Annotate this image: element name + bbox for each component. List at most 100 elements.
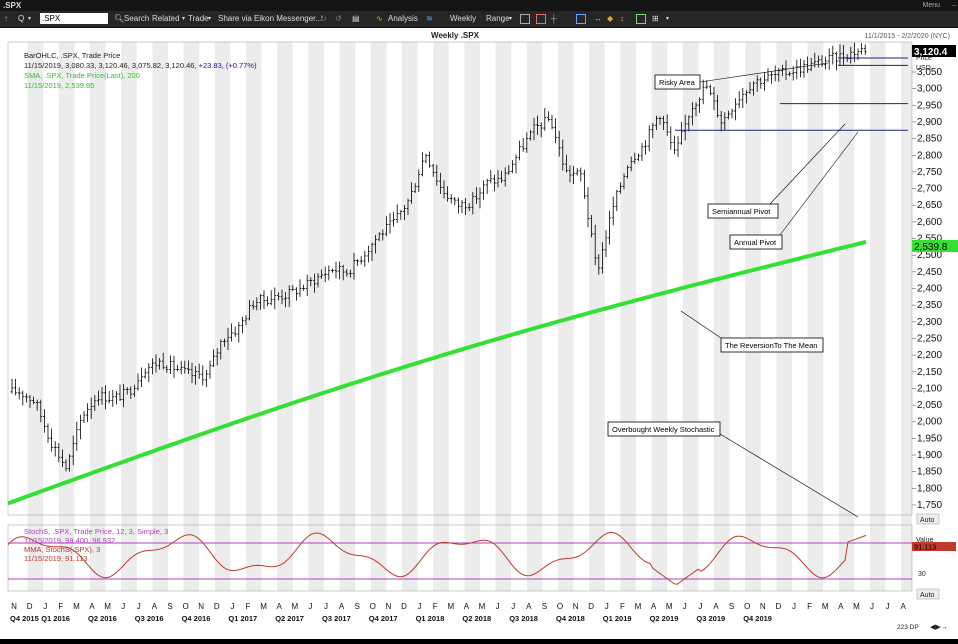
sma-badge-value: 2,539.8: [914, 242, 948, 253]
fit-icon[interactable]: [636, 14, 646, 24]
chevron-down-icon[interactable]: ▾: [208, 16, 212, 22]
share-button[interactable]: Share via Eikon Messenger...: [218, 14, 323, 23]
refresh-icon[interactable]: ↻: [320, 14, 327, 23]
scroll-controls[interactable]: ◀▶→: [930, 624, 948, 631]
overbought-pointer: [719, 433, 859, 518]
month-label: M: [666, 602, 673, 611]
zoom-icon[interactable]: ⊞: [652, 14, 659, 23]
stoch-mma-line: [7, 531, 867, 585]
month-label: A: [838, 602, 844, 611]
semiannual-pivot-label: Semiannual Pivot: [712, 207, 771, 216]
vertical-expand-icon[interactable]: ↕: [620, 14, 624, 23]
currency-label: USD: [916, 65, 931, 72]
mma-legend-values: 11/15/2019, 91.113: [24, 554, 88, 563]
month-label: M: [73, 602, 80, 611]
ticker-input[interactable]: .SPX: [40, 13, 108, 24]
crosshair-icon[interactable]: ┼: [551, 14, 557, 23]
analysis-icon[interactable]: ∿: [376, 14, 383, 23]
month-band: [589, 42, 605, 591]
search-button[interactable]: Search: [124, 14, 150, 23]
stoch-auto-label[interactable]: Auto: [920, 592, 935, 599]
price-tick-label: 2,600: [917, 217, 942, 228]
stochastic-panel-frame: [7, 524, 913, 592]
price-tick-label: 1,750: [917, 500, 942, 511]
month-label: J: [496, 602, 500, 611]
chart-area: 1,750 1,800 1,850 1,900 1,950 2,000 2,050 2,100…: [0, 28, 958, 639]
related-button[interactable]: Related: [152, 14, 180, 23]
window-controls[interactable]: –: [952, 2, 956, 9]
month-band: [90, 42, 106, 591]
month-band: [27, 42, 44, 591]
menu-button[interactable]: Menu: [922, 2, 940, 9]
chevron-down-icon[interactable]: ▾: [28, 16, 32, 22]
collapse-icon[interactable]: ◆: [607, 14, 614, 23]
wave-icon[interactable]: ≋: [426, 14, 433, 23]
price-tick-label: 2,000: [917, 417, 942, 428]
month-label: J: [683, 602, 687, 611]
quarter-label: Q4 2017: [369, 614, 398, 623]
month-band: [308, 42, 324, 591]
month-band: [714, 42, 730, 591]
price-auto-button[interactable]: [916, 513, 940, 525]
month-label: D: [588, 602, 594, 611]
stoch-auto-button[interactable]: [916, 588, 940, 600]
quarter-label: Q1 2016: [41, 614, 70, 623]
price-tick-label: 2,550: [917, 234, 942, 245]
month-label: M: [260, 602, 267, 611]
month-band: [339, 42, 356, 591]
month-band: [277, 42, 293, 591]
month-band: [402, 42, 418, 591]
bar-legend-values: 11/15/2019, 3,080.33, 3,120.46, 3,075.82…: [24, 61, 257, 70]
month-label: F: [58, 602, 63, 611]
line-chart-icon[interactable]: [520, 14, 530, 24]
quarter-label: Q4 2018: [556, 614, 585, 623]
stoch-badge: [912, 542, 956, 551]
risky-area-pointer: [699, 62, 829, 83]
layout-icon[interactable]: [576, 14, 586, 24]
chevron-down-icon[interactable]: ▾: [666, 16, 670, 22]
sma-legend-values: 11/15/2019, 2,539.85: [24, 81, 94, 90]
month-label: O: [370, 602, 376, 611]
month-label: N: [760, 602, 766, 611]
toolbar: ↑ Q ▾ .SPX 🔍︎ Search Related ▾ Trade ▾ S…: [0, 11, 958, 28]
month-label: J: [698, 602, 702, 611]
price-tick-label: 2,450: [917, 267, 942, 278]
month-band: [495, 42, 512, 591]
month-band: [807, 42, 824, 591]
rotate-icon[interactable]: ↺: [335, 14, 342, 23]
month-label: S: [542, 602, 547, 611]
trade-button[interactable]: Trade: [188, 14, 209, 23]
up-arrow-icon[interactable]: ↑: [4, 14, 8, 23]
price-tick-label: 2,950: [917, 100, 942, 111]
range-button[interactable]: Range: [486, 14, 510, 23]
price-tick-label: 3,050: [917, 67, 942, 78]
stoch-legend-values: 11/15/2019, 99.400, 96.932: [24, 536, 115, 545]
folder-icon[interactable]: ▤: [352, 14, 360, 23]
compare-icon[interactable]: [536, 14, 546, 24]
month-label: O: [182, 602, 188, 611]
chevron-down-icon[interactable]: ▾: [182, 16, 186, 22]
interval-button[interactable]: Weekly: [450, 14, 477, 23]
price-tick-label: 2,400: [917, 283, 942, 294]
price-tick-label: 2,250: [917, 333, 942, 344]
month-label: D: [401, 602, 407, 611]
ohlc-chart[interactable]: 1,750 1,800 1,850 1,900 1,950 2,000 2,050 2,100…: [0, 28, 958, 639]
expand-icon[interactable]: ↔: [594, 14, 602, 23]
month-band: [776, 42, 792, 591]
analysis-button[interactable]: Analysis: [388, 14, 418, 23]
month-label: A: [651, 602, 657, 611]
data-points-count: 223 DP: [897, 624, 919, 631]
semiannual-pivot-pointer: [769, 123, 846, 205]
month-band: [152, 42, 168, 591]
price-tick-label: 2,500: [917, 250, 942, 261]
reversion-label: The ReversionTo The Mean: [725, 341, 817, 350]
search-icon[interactable]: 🔍︎: [114, 14, 125, 23]
quarter-label: Q4 2016: [182, 614, 211, 623]
price-auto-label[interactable]: Auto: [920, 517, 935, 524]
quarter-label: Q1 2019: [603, 614, 632, 623]
quote-dropdown[interactable]: Q: [18, 14, 25, 23]
chevron-down-icon[interactable]: ▾: [509, 16, 513, 22]
month-band: [246, 42, 262, 591]
month-label: A: [277, 602, 283, 611]
reversion-label-box: [720, 337, 824, 353]
